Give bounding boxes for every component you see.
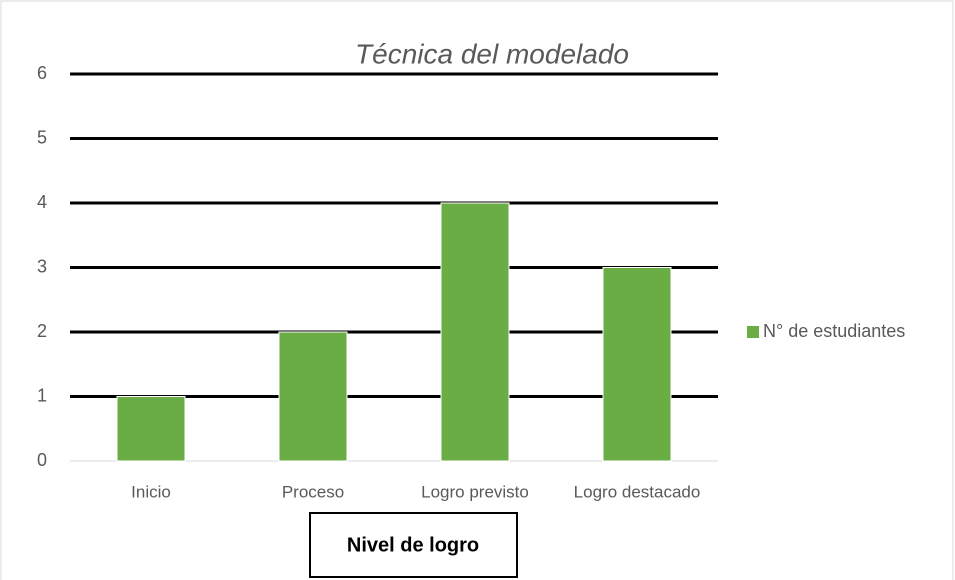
x-tick-label: Inicio <box>131 482 171 501</box>
chart-title: Técnica del modelado <box>355 38 629 69</box>
y-tick-label: 0 <box>37 450 47 470</box>
bar <box>440 202 510 462</box>
x-tick-label: Logro previsto <box>421 482 529 501</box>
bar <box>278 331 348 462</box>
x-tick-label: Logro destacado <box>574 482 701 501</box>
y-tick-label: 2 <box>37 321 47 341</box>
x-axis-label-box <box>309 512 518 578</box>
x-axis-label: Nivel de logro <box>347 534 479 556</box>
y-tick-label: 4 <box>37 192 47 212</box>
bar <box>602 267 672 462</box>
y-tick-label: 1 <box>37 385 47 405</box>
legend-swatch <box>747 326 759 338</box>
bar <box>116 396 186 462</box>
x-tick-label: Proceso <box>282 482 344 501</box>
legend-label: N° de estudiantes <box>763 321 905 341</box>
y-tick-label: 6 <box>37 63 47 83</box>
y-tick-label: 3 <box>37 256 47 276</box>
y-tick-label: 5 <box>37 127 47 147</box>
